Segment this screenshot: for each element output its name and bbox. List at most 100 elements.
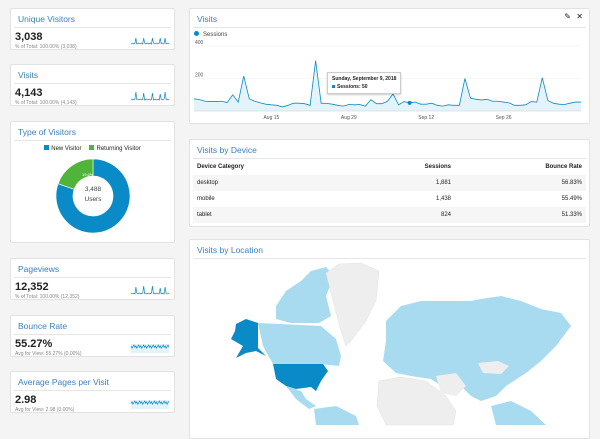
sparkline-line: [131, 91, 169, 101]
region-middle-east[interactable]: [436, 373, 466, 396]
legend-item-new[interactable]: New Visitor: [44, 145, 81, 152]
table-header: Device Category Sessions Bounce Rate: [193, 159, 586, 175]
region-alaska[interactable]: [231, 319, 266, 358]
world-map[interactable]: [190, 259, 591, 439]
metric-value: 12,352: [15, 281, 49, 293]
card-title: Visits by Device: [193, 140, 586, 159]
metric-value: 2.98: [15, 394, 37, 406]
region-mongolia[interactable]: [478, 361, 509, 374]
legend-item-returning[interactable]: Returning Visitor: [89, 145, 141, 152]
table-row: tablet 824 51.33%: [193, 207, 586, 223]
sparkline: [131, 400, 169, 409]
slice-new-visitor[interactable]: [55, 158, 131, 234]
tooltip-text: Sessions: 50: [337, 84, 368, 90]
legend-label: Sessions: [203, 32, 228, 38]
card-title: Visits by Location: [193, 240, 586, 259]
region-eurasia[interactable]: [383, 296, 571, 401]
table-row: mobile 1,438 55.49%: [193, 191, 586, 207]
cell: 56.83%: [455, 175, 586, 191]
region-greenland[interactable]: [325, 262, 380, 347]
metric-value: 55.27%: [15, 338, 53, 350]
device-table: Device Category Sessions Bounce Rate des…: [193, 159, 586, 223]
sparkline-line: [131, 37, 169, 45]
hover-point[interactable]: [407, 100, 412, 105]
legend-label: Returning Visitor: [96, 146, 141, 152]
pencil-icon[interactable]: ✎: [564, 12, 571, 21]
metric-card-pages-per-visit: Average Pages per Visit 2.98 Avg for Vie…: [10, 371, 175, 413]
region-south-america[interactable]: [314, 406, 359, 425]
cell: 51.33%: [455, 207, 586, 223]
slice-label: 80.4%: [122, 216, 134, 221]
metric-sub: Avg for View: 55.27% (0.00%): [15, 351, 82, 357]
x-tick-label: Sep 12: [418, 115, 434, 121]
visits-by-device-card: Visits by Device Device Category Session…: [189, 139, 590, 227]
legend-swatch: [44, 145, 50, 150]
region-usa[interactable]: [273, 364, 328, 391]
slice-returning-visitor[interactable]: [57, 158, 94, 190]
region-canada[interactable]: [258, 323, 341, 366]
sparkline: [131, 285, 169, 295]
metric-value: 3,038: [15, 31, 43, 43]
y-tick-label: 400: [195, 40, 204, 46]
cell: 1,881: [354, 175, 455, 191]
sparkline-fill: [131, 400, 169, 409]
x-tick-label: Aug 15: [263, 115, 279, 121]
column-header[interactable]: Device Category: [197, 164, 245, 170]
visits-line-chart[interactable]: 200 400 Aug 15 Aug 29 Sep 12 Sep 26: [190, 34, 591, 124]
metric-card-unique-visitors: Unique Visitors 3,038 % of Total: 100.00…: [10, 8, 175, 50]
region-central-america[interactable]: [286, 386, 316, 409]
legend-label: New Visitor: [51, 146, 82, 152]
metric-sub: % of Total: 100.00% (4,143): [15, 100, 77, 106]
table-row: desktop 1,881 56.83%: [193, 175, 586, 191]
metric-sub: % of Total: 100.00% (3,038): [15, 44, 77, 50]
sparkline-line: [131, 285, 169, 295]
cell: 1,438: [435, 196, 451, 202]
cell: 824: [354, 207, 455, 223]
region-canada-arctic[interactable]: [276, 267, 334, 323]
metric-sub: % of Total: 100.00% (12,352): [15, 294, 80, 300]
cell: 55.49%: [561, 196, 582, 202]
cell: tablet: [193, 207, 355, 223]
tooltip-title: Sunday, September 9, 2018: [332, 76, 397, 82]
legend-dot: [194, 31, 199, 36]
metric-sub: Avg for View: 2.98 (0.00%): [15, 407, 75, 413]
x-tick-label: Aug 29: [341, 115, 357, 121]
x-tick-label: Sep 26: [496, 115, 512, 121]
metric-card-pageviews: Pageviews 12,352 % of Total: 100.00% (12…: [10, 258, 175, 300]
y-tick-label: 200: [195, 73, 204, 79]
card-title: Pageviews: [14, 259, 171, 278]
visits-chart-card: Visits ✎ ✕ Sessions 200 400 Aug 15 Aug 29 Se…: [189, 8, 590, 124]
type-of-visitors-card: Type of Visitors New Visitor Returning V…: [10, 121, 175, 243]
column-header[interactable]: Bounce Rate: [545, 164, 582, 170]
sparkline: [131, 37, 169, 45]
region-southeast-asia[interactable]: [491, 401, 546, 425]
card-title: Bounce Rate: [14, 316, 171, 335]
card-title: Type of Visitors: [14, 122, 171, 141]
area-fill: [194, 60, 581, 111]
visits-by-location-card: Visits by Location: [189, 239, 590, 439]
card-title: Visits: [14, 65, 171, 84]
column-header[interactable]: Sessions: [424, 164, 451, 170]
sessions-line: [193, 60, 581, 108]
close-icon[interactable]: ✕: [576, 12, 583, 21]
center-label: Users: [85, 196, 103, 203]
card-title: Unique Visitors: [14, 9, 171, 28]
sparkline-fill: [131, 344, 169, 353]
legend: New Visitor Returning Visitor: [11, 145, 174, 152]
chart-legend: Sessions: [190, 28, 589, 41]
metric-card-bounce-rate: Bounce Rate 55.27% Avg for View: 55.27% …: [10, 315, 175, 357]
slice-label: 19.6%: [82, 172, 94, 177]
cell: desktop: [193, 175, 355, 191]
chart-tooltip: Sunday, September 9, 2018 Sessions: 50: [327, 72, 402, 94]
metric-card-visits: Visits 4,143 % of Total: 100.00% (4,143): [10, 64, 175, 106]
sparkline-line: [131, 344, 169, 349]
sparkline: [131, 344, 169, 353]
cell: mobile: [197, 196, 215, 202]
sparkline: [131, 91, 169, 101]
region-africa[interactable]: [376, 376, 457, 426]
metric-value: 4,143: [15, 87, 43, 99]
center-value: 3,488: [85, 186, 102, 193]
sparkline-line: [131, 400, 169, 405]
card-title: Average Pages per Visit: [14, 372, 171, 391]
card-title: Visits: [193, 9, 586, 28]
